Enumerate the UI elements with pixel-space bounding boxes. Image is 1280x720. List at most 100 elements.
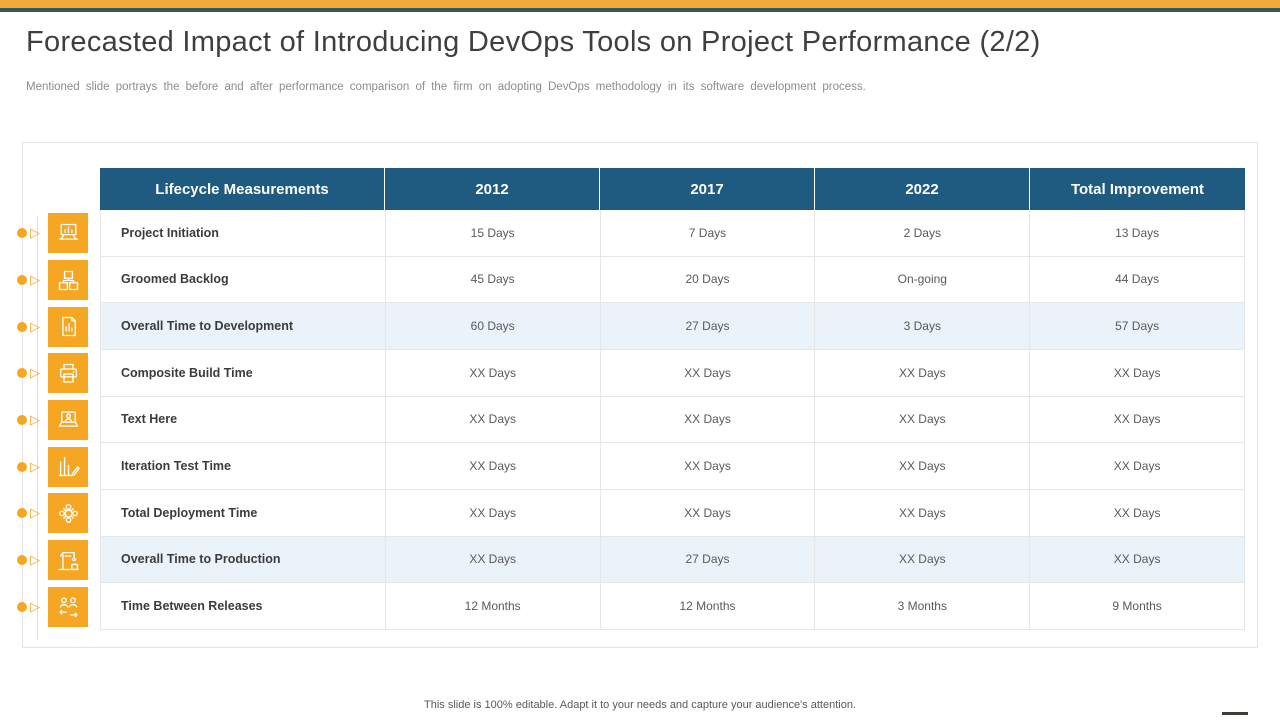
value-cell: 9 Months: [1030, 583, 1246, 629]
bullet-dot: [17, 321, 27, 332]
row-label-cell: Overall Time to Production: [101, 536, 386, 583]
header-2022: 2022: [815, 168, 1030, 210]
bullet-triangle-icon: ▷: [30, 458, 40, 474]
document-chart-icon: [48, 306, 88, 347]
value-cell: XX Days: [815, 396, 1031, 443]
value-cell: 60 Days: [386, 303, 601, 349]
value-cell: XX Days: [815, 443, 1031, 489]
bullet-dot: [17, 601, 27, 612]
rail-connector-line: [37, 216, 38, 640]
value-cell: XX Days: [386, 349, 601, 396]
value-cell: XX Days: [1030, 489, 1246, 536]
value-cell: 7 Days: [601, 210, 816, 256]
table-row: Text Here XX Days XX Days XX Days XX Day…: [100, 396, 1246, 444]
row-label-cell: Project Initiation: [101, 210, 386, 256]
rail-item: ▷: [0, 400, 92, 440]
value-cell: 44 Days: [1030, 256, 1246, 303]
rail-item: ▷: [0, 306, 92, 347]
value-cell: 12 Months: [601, 583, 816, 629]
rail-item: ▷: [0, 446, 92, 487]
table-header-row: Lifecycle Measurements 2012 2017 2022 To…: [100, 168, 1245, 210]
value-cell: XX Days: [386, 396, 601, 443]
rail-item: ▷: [0, 493, 92, 534]
value-cell: 57 Days: [1030, 303, 1246, 349]
top-teal-bar: [0, 8, 1280, 12]
table-row: Groomed Backlog 45 Days 20 Days On-going…: [100, 256, 1246, 304]
header-2012: 2012: [385, 168, 600, 210]
crane-icon: [48, 540, 88, 580]
rail-item: ▷: [0, 213, 92, 253]
rail-item: ▷: [0, 540, 92, 580]
row-label-cell: Composite Build Time: [101, 349, 386, 396]
value-cell: 45 Days: [386, 256, 601, 303]
table-row: Time Between Releases 12 Months 12 Month…: [100, 583, 1246, 630]
rail-item: ▷: [0, 260, 92, 300]
bullet-triangle-icon: ▷: [30, 318, 40, 334]
value-cell: 15 Days: [386, 210, 601, 256]
row-label-cell: Time Between Releases: [101, 583, 386, 629]
bullet-triangle-icon: ▷: [30, 412, 40, 427]
rail-item: ▷: [0, 586, 92, 627]
value-cell: XX Days: [601, 489, 816, 536]
header-lifecycle-measurements: Lifecycle Measurements: [100, 168, 385, 210]
row-label-cell: Iteration Test Time: [101, 443, 386, 489]
value-cell: XX Days: [386, 536, 601, 583]
corner-dash: [1222, 712, 1248, 715]
row-label-cell: Groomed Backlog: [101, 256, 386, 303]
table-row: Project Initiation 15 Days 7 Days 2 Days…: [100, 210, 1246, 257]
header-total-improvement: Total Improvement: [1030, 168, 1245, 210]
bullet-triangle-icon: ▷: [30, 272, 40, 287]
value-cell: 13 Days: [1030, 210, 1246, 256]
editable-note: This slide is 100% editable. Adapt it to…: [424, 699, 856, 711]
table-row: Composite Build Time XX Days XX Days XX …: [100, 349, 1246, 397]
bullet-triangle-icon: ▷: [30, 505, 40, 521]
bullet-dot: [17, 368, 27, 379]
value-cell: XX Days: [601, 443, 816, 489]
people-arrows-icon: [48, 586, 88, 627]
table-row: Total Deployment Time XX Days XX Days XX…: [100, 489, 1246, 537]
header-2017: 2017: [600, 168, 815, 210]
row-label-cell: Total Deployment Time: [101, 489, 386, 536]
bullet-triangle-icon: ▷: [30, 225, 40, 240]
value-cell: XX Days: [386, 489, 601, 536]
value-cell: XX Days: [386, 443, 601, 489]
bullet-dot: [17, 275, 27, 285]
value-cell: 3 Months: [815, 583, 1031, 629]
laptop-user-icon: [48, 400, 88, 440]
rail-item: ▷: [0, 353, 92, 394]
table-row-highlighted: Overall Time to Production XX Days 27 Da…: [100, 536, 1246, 584]
table-row-highlighted: Overall Time to Development 60 Days 27 D…: [100, 303, 1246, 350]
value-cell: XX Days: [1030, 536, 1246, 583]
value-cell: XX Days: [815, 349, 1031, 396]
value-cell: 12 Months: [386, 583, 601, 629]
value-cell: XX Days: [1030, 443, 1246, 489]
value-cell: 2 Days: [815, 210, 1031, 256]
bullet-triangle-icon: ▷: [30, 598, 40, 614]
laptop-chart-icon: [48, 213, 88, 253]
page-subtitle: Mentioned slide portrays the before and …: [26, 81, 866, 93]
bullet-triangle-icon: ▷: [30, 365, 40, 381]
table-row: Iteration Test Time XX Days XX Days XX D…: [100, 443, 1246, 490]
bullet-dot: [17, 461, 27, 472]
bullet-triangle-icon: ▷: [30, 552, 40, 567]
chart-pencil-icon: [48, 446, 88, 487]
page-title: Forecasted Impact of Introducing DevOps …: [26, 26, 1041, 58]
value-cell: On-going: [815, 256, 1031, 303]
value-cell: XX Days: [601, 396, 816, 443]
value-cell: XX Days: [601, 349, 816, 396]
gear-icon: [48, 493, 88, 534]
value-cell: XX Days: [1030, 349, 1246, 396]
value-cell: 27 Days: [601, 303, 816, 349]
value-cell: 27 Days: [601, 536, 816, 583]
printer-icon: [48, 353, 88, 394]
performance-table: Lifecycle Measurements 2012 2017 2022 To…: [100, 168, 1246, 630]
bullet-dot: [17, 228, 27, 238]
top-accent-bar: [0, 0, 1280, 8]
bullet-dot: [17, 415, 27, 425]
backlog-boxes-icon: [48, 260, 88, 300]
value-cell: 20 Days: [601, 256, 816, 303]
bullet-dot: [17, 508, 27, 519]
value-cell: XX Days: [1030, 396, 1246, 443]
row-label-cell: Overall Time to Development: [101, 303, 386, 349]
value-cell: XX Days: [815, 536, 1031, 583]
